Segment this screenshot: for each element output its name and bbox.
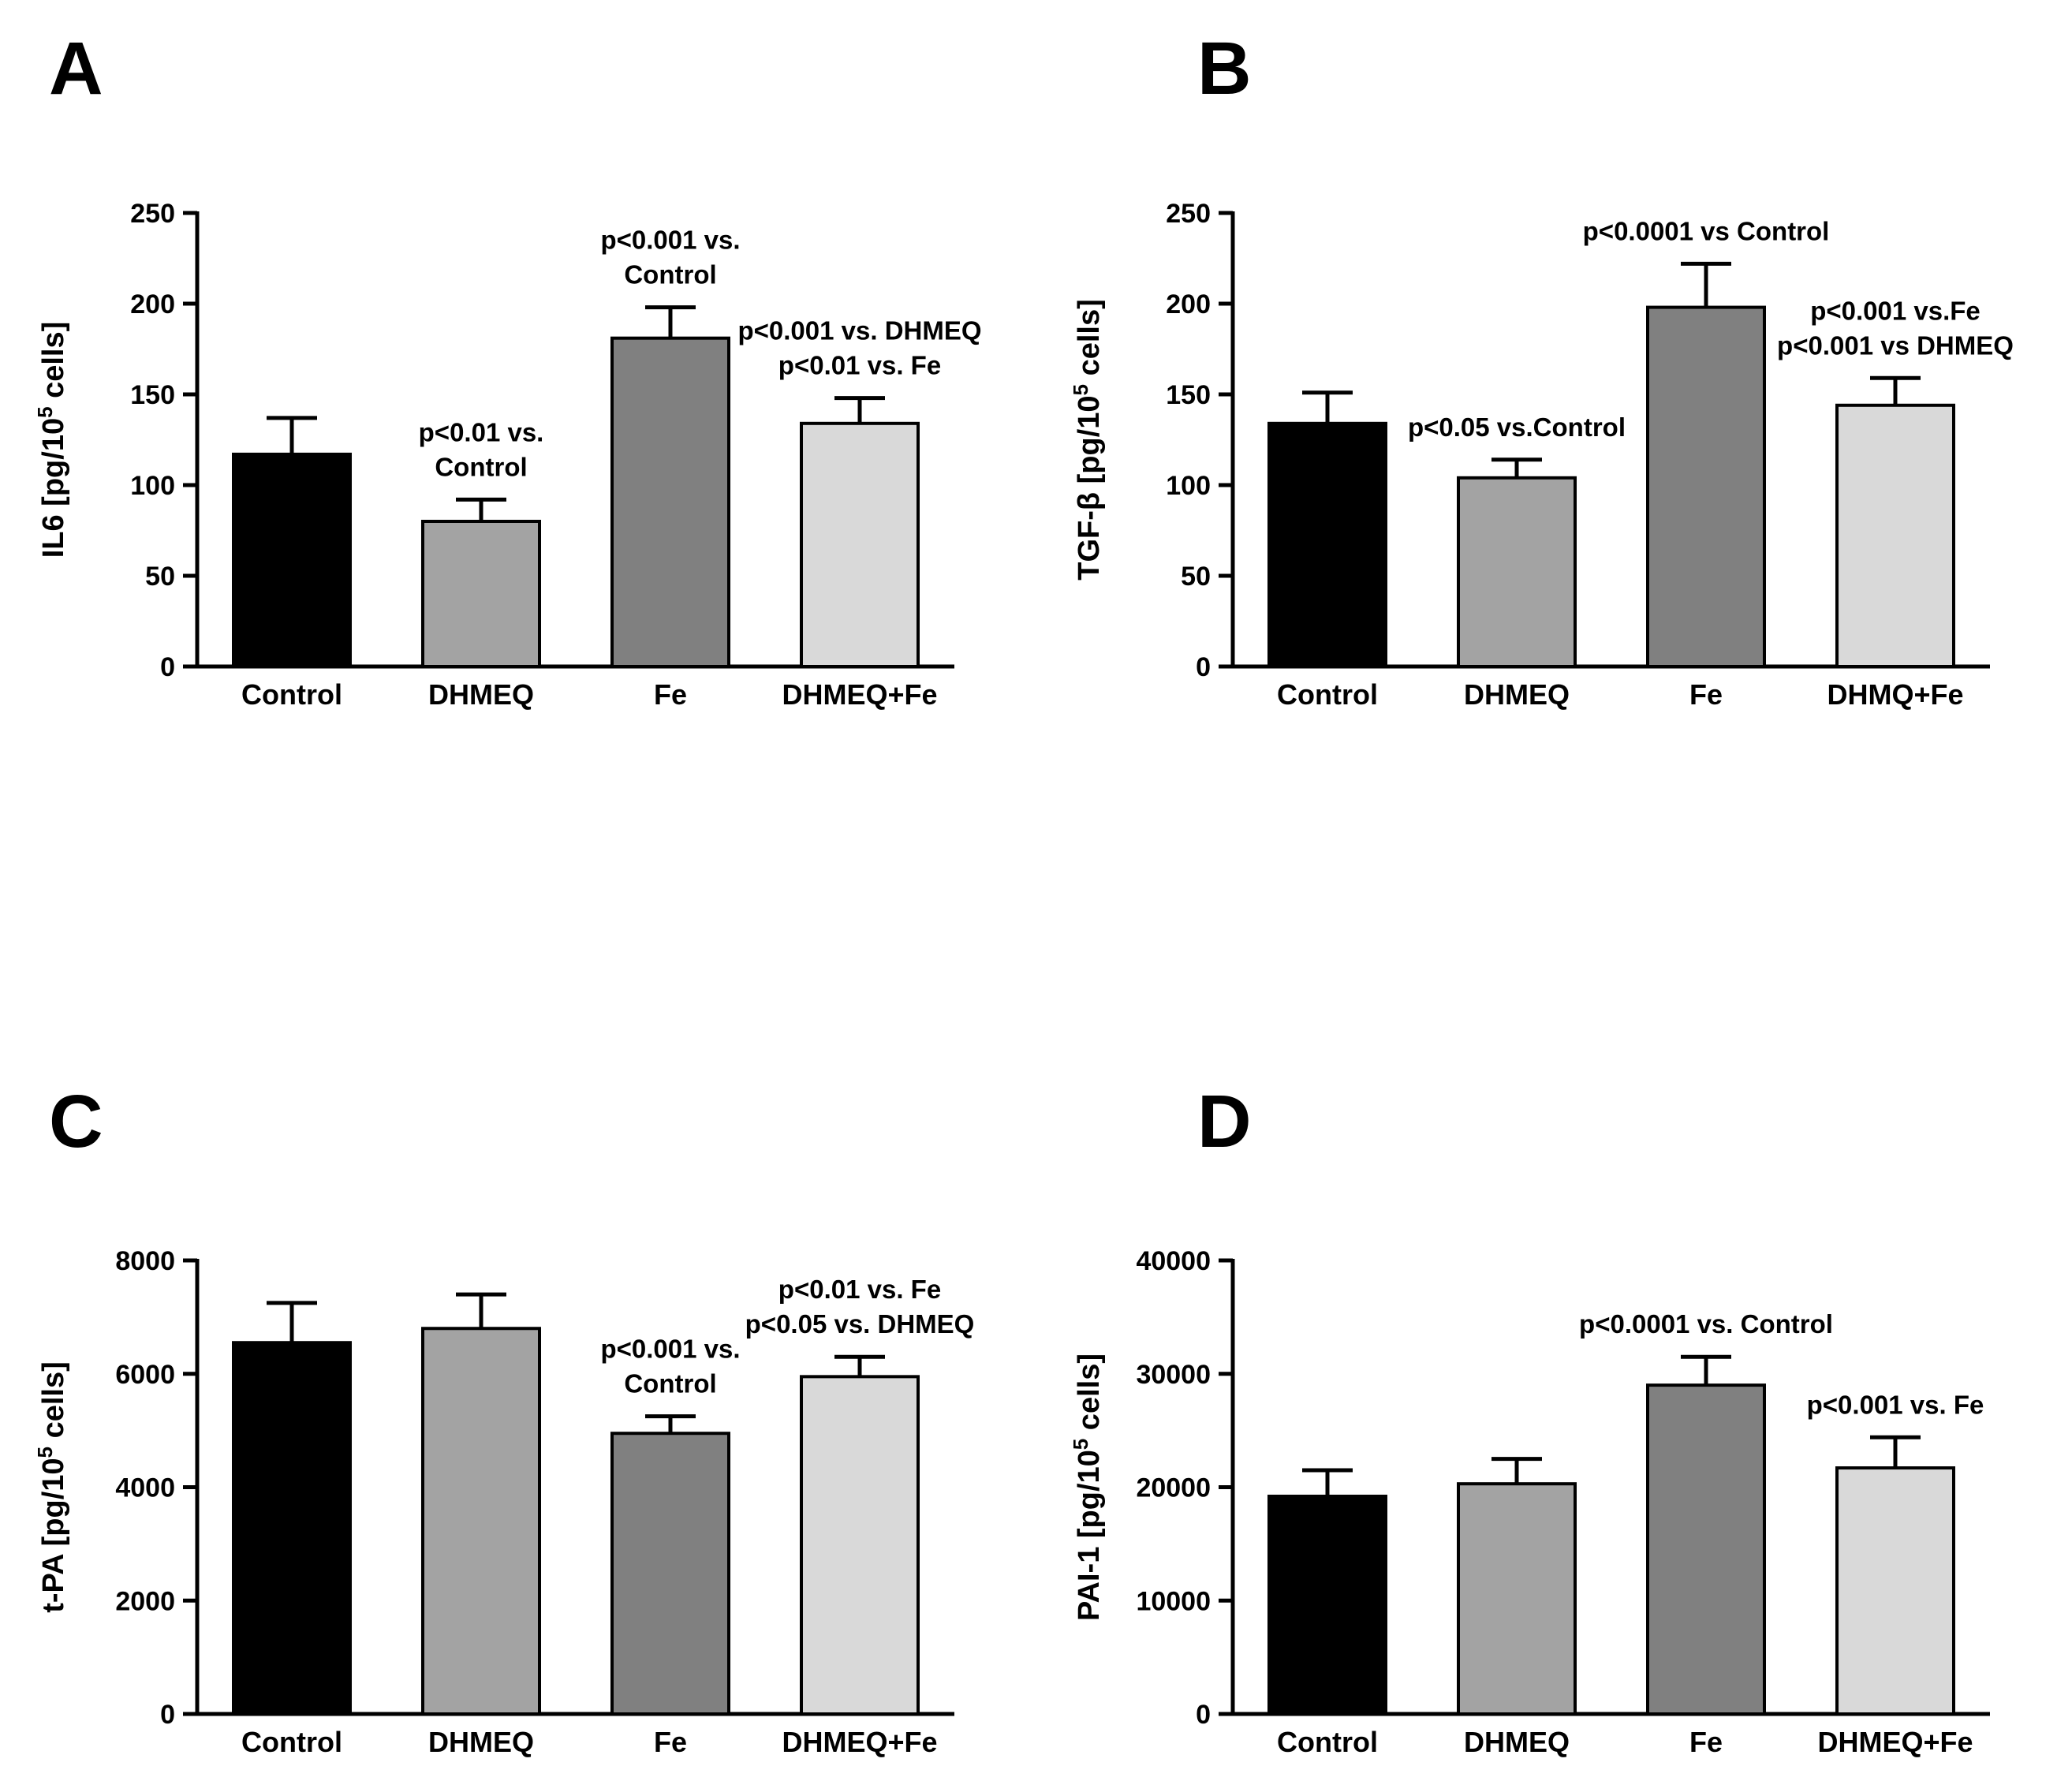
- category-label: DHMEQ: [428, 1726, 534, 1758]
- y-tick-label: 100: [1166, 471, 1211, 501]
- category-label: DHMEQ+Fe: [1817, 1726, 1973, 1758]
- bar: [800, 421, 920, 668]
- bar: [1835, 1466, 1955, 1716]
- bar: [1646, 1383, 1766, 1716]
- bar: [610, 336, 730, 668]
- p-value-annotation: p<0.001 vs DHMEQ: [1777, 330, 2014, 360]
- y-tick-label: 200: [1166, 289, 1211, 319]
- bar: [421, 1327, 541, 1716]
- y-tick-label: 50: [1181, 562, 1211, 592]
- category-label: DHMEQ: [428, 678, 534, 711]
- category-label: DHMEQ+Fe: [782, 678, 937, 711]
- y-axis-title: TGF-β [pg/105 cells]: [1069, 299, 1106, 581]
- bar: [1267, 1495, 1387, 1716]
- category-label: Fe: [1689, 678, 1723, 711]
- p-value-annotation: p<0.01 vs. Fe: [778, 1275, 941, 1304]
- bar: [1457, 476, 1577, 668]
- y-tick-label: 10000: [1136, 1586, 1211, 1616]
- p-value-annotation: p<0.0001 vs. Control: [1579, 1309, 1833, 1339]
- p-value-annotation: Control: [624, 260, 716, 289]
- category-label: Fe: [654, 678, 687, 711]
- y-tick-label: 6000: [115, 1360, 175, 1390]
- y-tick-label: 40000: [1136, 1246, 1211, 1276]
- bar: [1267, 421, 1387, 668]
- bar: [610, 1432, 730, 1716]
- y-tick-label: 150: [130, 380, 175, 410]
- y-axis-title: PAI-1 [pg/105 cells]: [1069, 1353, 1106, 1621]
- bar: [1646, 305, 1766, 668]
- p-value-annotation: p<0.0001 vs Control: [1583, 216, 1830, 245]
- y-tick-label: 0: [1196, 652, 1211, 682]
- bar: [1835, 403, 1955, 668]
- category-label: DHMQ+Fe: [1827, 678, 1963, 711]
- p-value-annotation: p<0.05 vs.Control: [1408, 413, 1626, 442]
- bar: [421, 520, 541, 668]
- y-tick-label: 2000: [115, 1586, 175, 1616]
- category-label: DHMEQ: [1464, 1726, 1570, 1758]
- category-label: DHMEQ: [1464, 678, 1570, 711]
- y-axis-title: t-PA [pg/105 cells]: [33, 1361, 70, 1613]
- category-label: Control: [241, 1726, 342, 1758]
- category-label: Control: [1277, 1726, 1378, 1758]
- y-tick-label: 200: [130, 289, 175, 319]
- p-value-annotation: p<0.01 vs. Fe: [778, 351, 941, 380]
- tpa-bar-chart: 0 2000 4000 6000 8000 t-PA [pg/105 cells] Cont…: [33, 1246, 975, 1758]
- il6-bar-chart: 0 50 100 150 200 250 IL6 [pg/105 cells] Control…: [33, 199, 982, 711]
- y-tick-label: 0: [1196, 1700, 1211, 1730]
- bar: [232, 452, 352, 668]
- panel-c: C 0 2000 4000 6000 8000 t-PA [pg/105 cells] Co…: [0, 878, 1036, 1759]
- p-value-annotation: p<0.01 vs.: [419, 417, 544, 446]
- panel-c-letter: C: [49, 1080, 103, 1163]
- panel-a-letter: A: [49, 27, 103, 110]
- bar: [1457, 1482, 1577, 1716]
- y-tick-label: 250: [130, 199, 175, 229]
- category-label: Fe: [654, 1726, 687, 1758]
- y-tick-label: 8000: [115, 1246, 175, 1276]
- y-tick-label: 250: [1166, 199, 1211, 229]
- p-value-annotation: p<0.001 vs.Fe: [1810, 296, 1981, 325]
- panel-a: A 0 50 100 150 200 250 IL6 [pg/105 cells] Contr…: [0, 0, 1036, 878]
- category-label: Control: [1277, 678, 1378, 711]
- p-value-annotation: Control: [435, 452, 527, 481]
- y-tick-label: 150: [1166, 380, 1211, 410]
- category-label: DHMEQ+Fe: [782, 1726, 937, 1758]
- y-tick-label: 20000: [1136, 1473, 1211, 1503]
- p-value-annotation: p<0.001 vs.: [600, 226, 740, 255]
- y-axis-title: IL6 [pg/105 cells]: [33, 322, 70, 558]
- p-value-annotation: p<0.001 vs. DHMEQ: [737, 316, 981, 345]
- bar: [232, 1341, 352, 1716]
- y-tick-label: 0: [160, 1700, 175, 1730]
- y-tick-label: 0: [160, 652, 175, 682]
- p-value-annotation: p<0.001 vs.: [600, 1335, 740, 1364]
- panel-d: D 0 10000 20000 30000 40000 PAI-1 [pg/105 cel…: [1036, 878, 2072, 1758]
- category-label: Control: [241, 678, 342, 711]
- p-value-annotation: Control: [624, 1369, 716, 1398]
- bar: [800, 1375, 920, 1716]
- panel-b-letter: B: [1197, 27, 1252, 110]
- y-tick-label: 100: [130, 471, 175, 501]
- category-label: Fe: [1689, 1726, 1723, 1758]
- y-tick-label: 50: [145, 562, 175, 592]
- y-tick-label: 30000: [1136, 1360, 1211, 1390]
- p-value-annotation: p<0.05 vs. DHMEQ: [745, 1309, 975, 1339]
- pai1-bar-chart: 0 10000 20000 30000 40000 PAI-1 [pg/105 cells…: [1069, 1246, 1990, 1758]
- tgf-beta-bar-chart: 0 50 100 150 200 250 TGF-β [pg/105 cells] Contr…: [1069, 199, 2014, 711]
- panel-b: B 0 50 100 150 200 250 TGF-β [pg/105 cells] Con…: [1036, 0, 2072, 878]
- panel-d-letter: D: [1197, 1080, 1252, 1163]
- p-value-annotation: p<0.001 vs. Fe: [1807, 1390, 1984, 1419]
- y-tick-label: 4000: [115, 1473, 175, 1503]
